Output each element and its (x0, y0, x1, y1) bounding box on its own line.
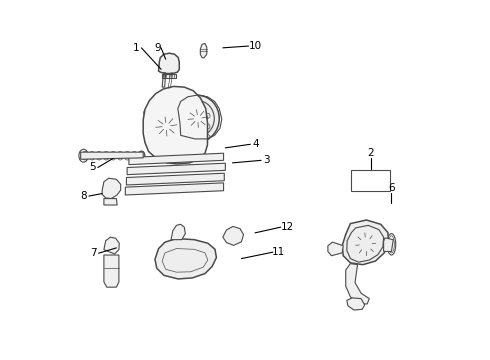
Text: 12: 12 (281, 222, 294, 232)
Text: 1: 1 (133, 43, 139, 53)
Text: 2: 2 (368, 148, 374, 158)
Polygon shape (81, 152, 143, 159)
Polygon shape (143, 86, 207, 164)
Polygon shape (104, 199, 117, 205)
Polygon shape (126, 173, 224, 185)
Text: 8: 8 (80, 191, 87, 201)
Polygon shape (384, 238, 393, 251)
Bar (351, 170, 390, 192)
Ellipse shape (144, 102, 189, 151)
Polygon shape (171, 224, 185, 240)
Polygon shape (342, 220, 389, 265)
Polygon shape (104, 237, 119, 254)
Text: 11: 11 (272, 247, 286, 257)
Text: 10: 10 (249, 41, 262, 51)
Text: 9: 9 (154, 43, 161, 53)
Ellipse shape (176, 95, 220, 142)
Polygon shape (125, 183, 223, 195)
Text: 5: 5 (89, 162, 96, 172)
Polygon shape (155, 239, 217, 279)
Polygon shape (104, 255, 119, 287)
Text: 6: 6 (388, 183, 395, 193)
Polygon shape (129, 153, 223, 165)
Polygon shape (159, 53, 179, 73)
Polygon shape (347, 298, 365, 310)
Ellipse shape (351, 227, 381, 261)
Polygon shape (127, 163, 225, 175)
Text: 3: 3 (263, 156, 270, 165)
Text: 4: 4 (252, 139, 259, 149)
Polygon shape (200, 44, 207, 58)
Polygon shape (346, 264, 369, 304)
Text: 7: 7 (90, 248, 97, 258)
Polygon shape (223, 226, 244, 246)
Polygon shape (102, 178, 121, 199)
Polygon shape (328, 242, 343, 256)
Polygon shape (162, 73, 176, 78)
